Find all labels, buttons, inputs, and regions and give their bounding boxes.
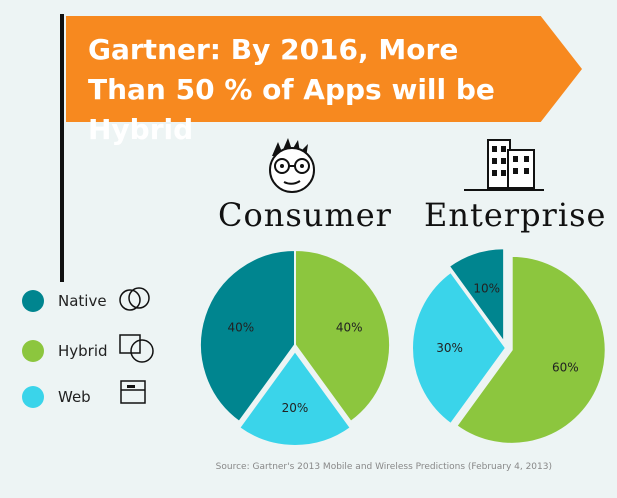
slice-label-native: 10% [473, 282, 500, 296]
legend-dot-hybrid [22, 340, 44, 362]
overlapping-circles-icon [119, 287, 150, 311]
pie-slice-web [411, 270, 508, 426]
page-title: Gartner: By 2016, More Than 50 % of Apps… [88, 33, 495, 146]
pie-slice-hybrid [294, 248, 391, 424]
pie-slice-native [447, 247, 506, 346]
slice-label-web: 20% [282, 401, 309, 415]
consumer-face-icon [269, 138, 315, 193]
legend-item-hybrid: Hybrid [22, 340, 108, 362]
slice-label-web: 30% [436, 341, 463, 355]
pie-slice-hybrid [455, 254, 607, 445]
enterprise-pie-chart: 60% 30% 10% [411, 247, 607, 445]
enterprise-label: Enterprise [424, 196, 607, 234]
source-note: Source: Gartner's 2013 Mobile and Wirele… [215, 462, 552, 472]
flag-pole [60, 14, 64, 282]
legend-dot-web [22, 386, 44, 408]
legend-item-native: Native [22, 290, 107, 312]
legend-label-native: Native [58, 292, 107, 310]
consumer-label: Consumer [218, 196, 392, 234]
title-banner [66, 16, 582, 122]
legend-label-hybrid: Hybrid [58, 342, 108, 360]
legend-item-web: Web [22, 386, 91, 408]
slice-label-hybrid: 60% [552, 360, 579, 374]
slice-label-native: 40% [227, 320, 254, 334]
slice-label-hybrid: 40% [336, 320, 363, 334]
legend-dot-native [22, 290, 44, 312]
pie-slice-web [237, 349, 353, 447]
pie-slice-native [199, 248, 296, 424]
square-circle-icon [119, 334, 154, 363]
consumer-pie-chart: 40% 20% 40% [199, 248, 391, 447]
enterprise-buildings-icon [464, 139, 544, 191]
browser-window-icon [120, 380, 146, 404]
legend-label-web: Web [58, 388, 91, 406]
